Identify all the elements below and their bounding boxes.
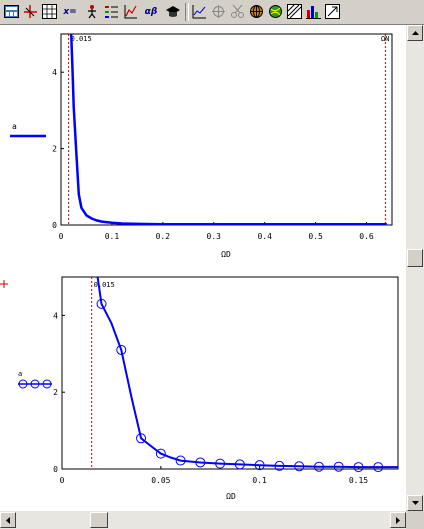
line-chart-icon[interactable] [191,3,208,20]
chart-bottom-frame [61,276,399,470]
chart-top: 0.015 ΩN 0 0.1 0.2 0.3 0.4 0.5 0.6 0 2 4 ΩD a [10,33,393,259]
toolbar: x= αβ [0,0,424,25]
chart-bottom: 0.015 0 0.05 0.1 0.15 0 2 4 ΩD a [18,276,399,501]
legend-marker-a [30,379,40,389]
scrollbar-corner [406,511,424,529]
x-tick-label: 0.1 [105,232,120,241]
toolbar-separator [185,3,189,21]
marker-label: 0.015 [94,281,115,289]
x-tick-label: 0.2 [156,232,171,241]
data-point [274,460,285,471]
horizontal-scroll-thumb[interactable] [90,512,108,528]
alpha-beta-icon[interactable]: αβ [144,6,158,17]
y-tick-label: 2 [53,388,58,397]
graduation-cap-icon[interactable] [164,3,181,20]
series-line-a [96,276,398,469]
bar-chart-icon[interactable] [305,3,322,20]
data-point [373,462,384,473]
legend-icon[interactable] [103,3,120,20]
plot-canvas: 0.015 ΩN 0 0.1 0.2 0.3 0.4 0.5 0.6 0 2 4 ΩD a 0.01… [0,25,406,511]
data-point [333,461,344,472]
x-axis-label: ΩD [226,492,236,501]
x-axis-label: ΩD [221,250,231,259]
scroll-up-button[interactable] [407,25,423,41]
data-point [254,460,265,471]
y-tick-label: 4 [53,311,58,320]
data-point [116,344,127,355]
scroll-right-button[interactable] [390,512,406,528]
x-tick-label: 0.6 [359,232,374,241]
y-tick-label: 2 [52,145,57,154]
axes-icon[interactable] [22,3,39,20]
sphere-icon[interactable] [267,3,284,20]
data-point [155,448,166,459]
y-tick-label: 0 [52,221,57,230]
marker-label: 0.015 [71,35,92,43]
x-tick-label: 0.15 [349,476,368,485]
legend: a [18,370,52,389]
plot-icon[interactable] [122,3,139,20]
globe-icon[interactable] [248,3,265,20]
y-tick-label: 4 [52,68,57,77]
chart-top-frame [60,33,393,226]
data-point [136,433,147,444]
series-line-a [69,33,387,226]
x-equals-icon[interactable]: x= [63,6,77,17]
y-tick-label: 0 [53,465,58,474]
data-point [96,298,107,309]
data-point [215,458,226,469]
vertical-scroll-thumb[interactable] [407,249,423,267]
figure-icon[interactable] [84,3,101,20]
target-icon[interactable] [210,3,227,20]
scissors-icon[interactable] [229,3,246,20]
grid-icon[interactable] [41,3,58,20]
contour-icon[interactable] [286,3,303,20]
marker-label: ΩN [381,35,389,43]
legend-label-a: a [12,122,17,131]
legend: a [10,122,46,138]
red-cursor-marker [0,280,8,288]
legend-label-a: a [18,370,22,378]
data-point [195,457,206,468]
legend-marker-a [18,379,28,389]
x-tick-label: 0 [60,476,65,485]
x-tick-label: 0.5 [308,232,323,241]
vertical-scrollbar[interactable] [406,25,424,511]
calculator-icon[interactable] [3,3,20,20]
data-point [175,455,186,466]
x-tick-label: 0.4 [257,232,272,241]
scroll-left-button[interactable] [0,512,16,528]
legend-marker-a [42,379,52,389]
x-tick-label: 0.3 [207,232,222,241]
horizontal-scrollbar[interactable] [0,511,406,529]
data-point [353,462,364,473]
x-tick-label: 0 [59,232,64,241]
x-tick-label: 0.1 [252,476,267,485]
export-icon[interactable] [324,3,341,20]
scroll-down-button[interactable] [407,495,423,511]
x-tick-label: 0.05 [151,476,170,485]
data-point [313,461,324,472]
data-point [294,461,305,472]
data-point [234,459,245,470]
